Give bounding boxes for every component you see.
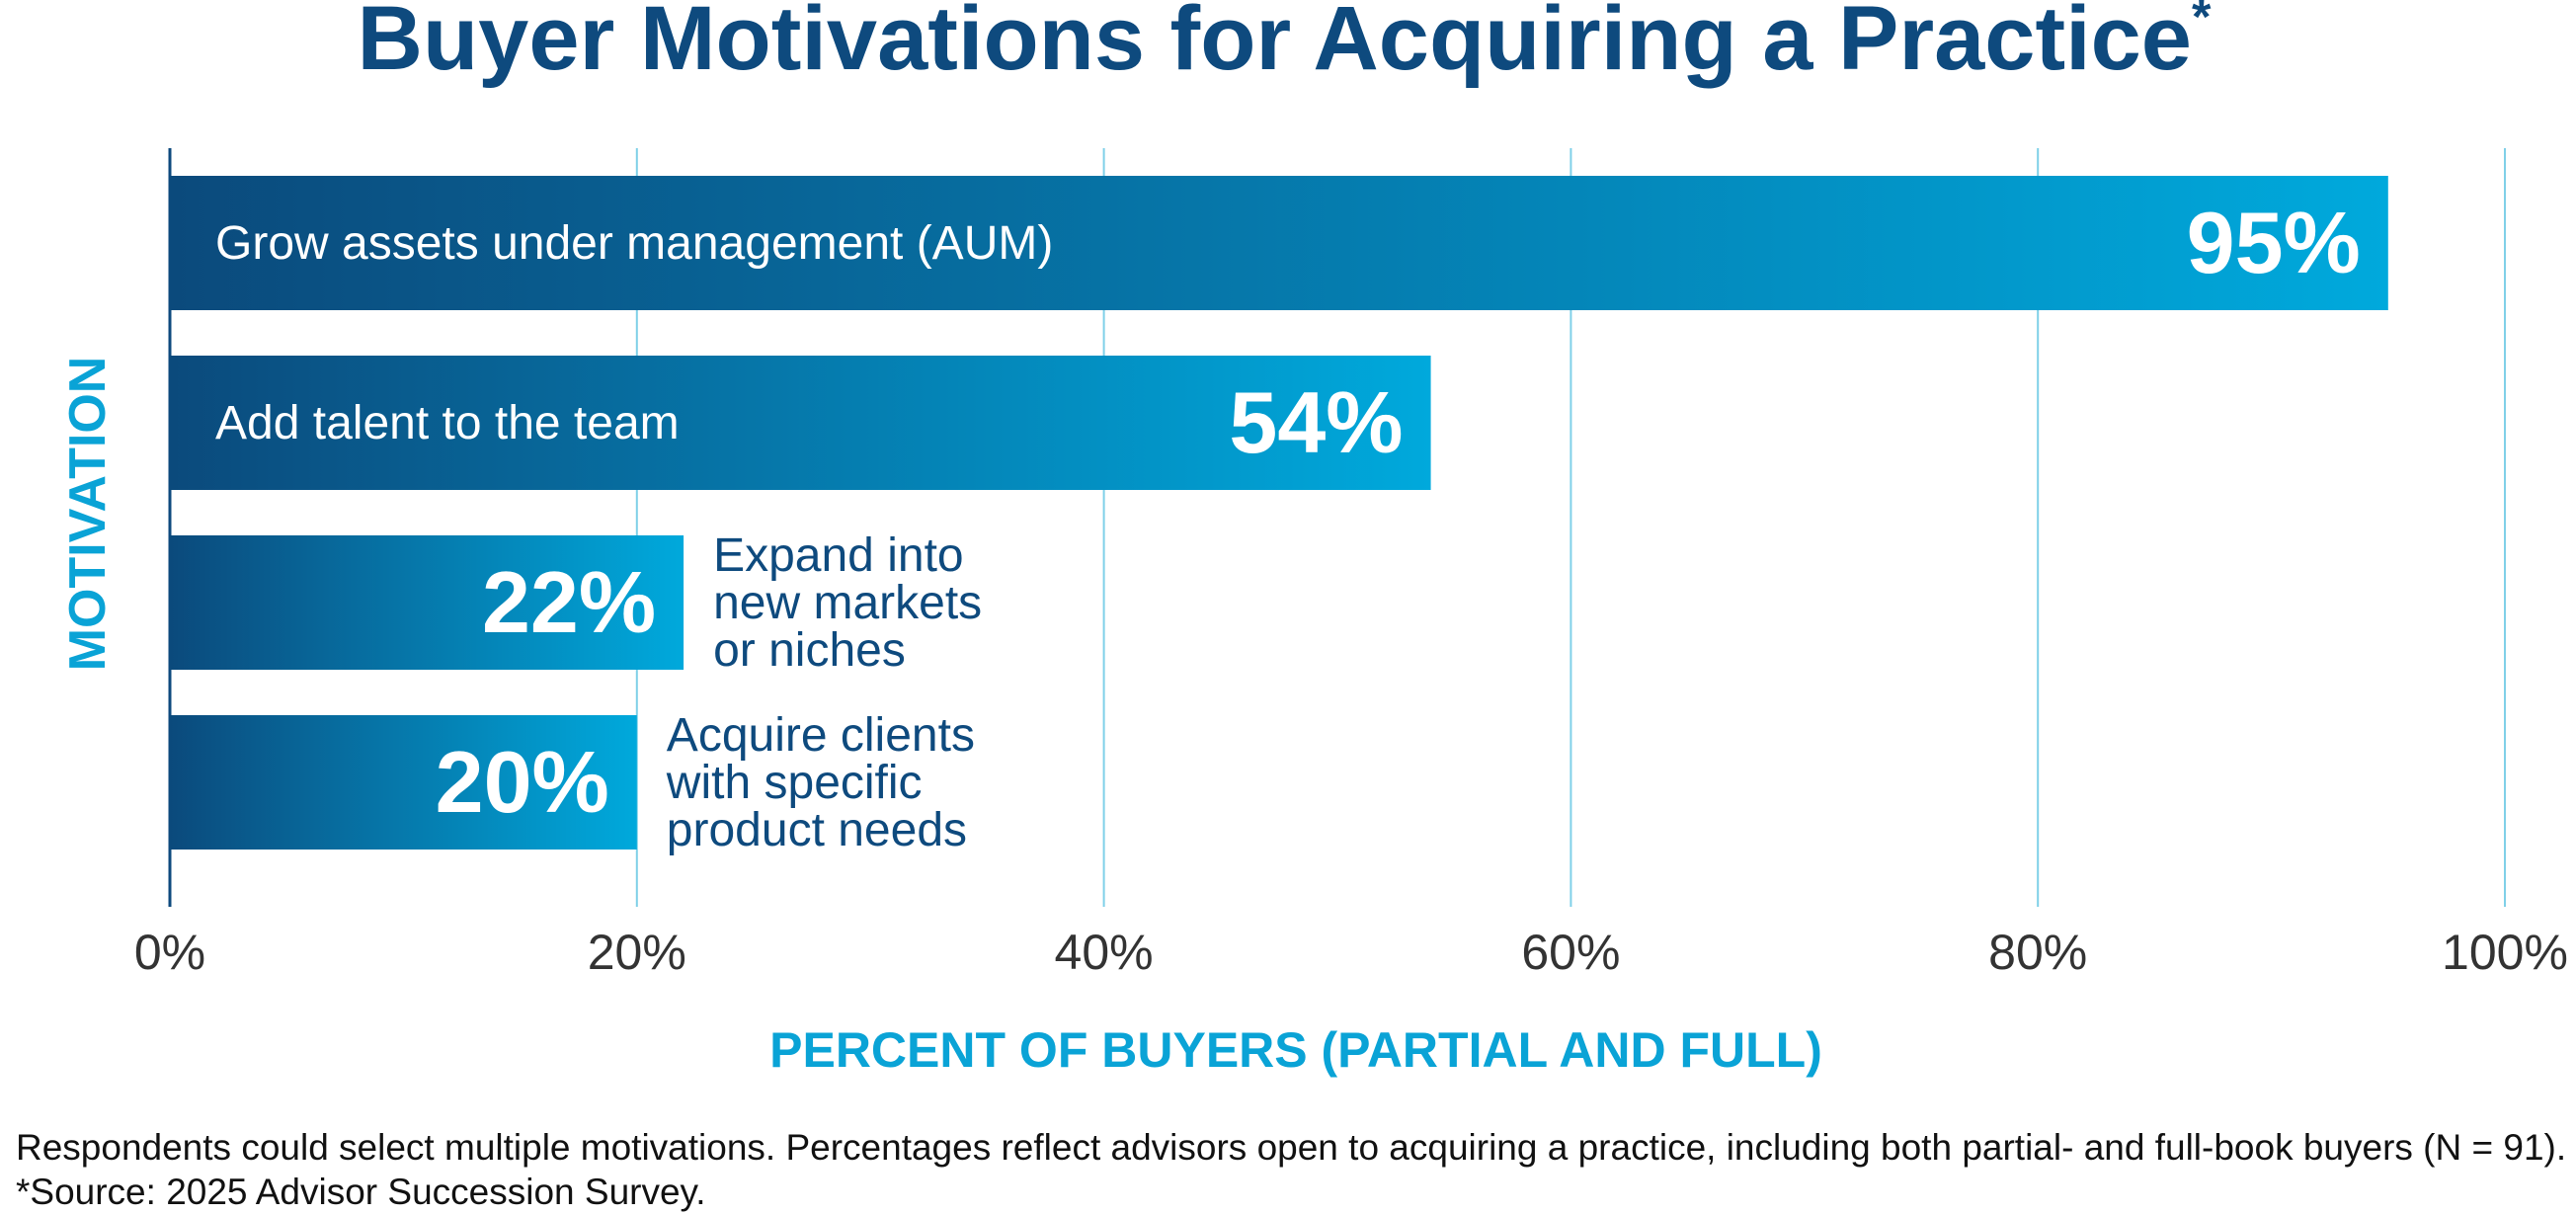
bar-category-label: Add talent to the team [215,397,680,449]
bar [170,176,2388,310]
bar-category-label: Expand into new markets or niches [713,529,982,677]
chart-title: Buyer Motivations for Acquiring a Practi… [358,0,2212,89]
bar-value-label: 22% [482,553,656,651]
bar-value-label: 20% [436,733,609,831]
chart-title-text: Buyer Motivations for Acquiring a Practi… [358,0,2192,89]
bar-value-label: 54% [1229,373,1403,471]
x-axis-title: PERCENT OF BUYERS (PARTIAL AND FULL) [769,1022,1822,1078]
bar-value-label: 95% [2187,194,2361,291]
bar-category-label: Grow assets under management (AUM) [215,217,1053,270]
x-tick-label: 80% [1988,925,2087,980]
footnote-source: *Source: 2025 Advisor Succession Survey. [16,1172,706,1212]
bar [170,356,1431,490]
footnote-methodology: Respondents could select multiple motiva… [16,1127,2567,1168]
chart-title-marker: * [2192,0,2212,44]
x-tick-label: 60% [1521,925,1620,980]
bars: 95% Grow assets under management (AUM) 54%… [170,176,2388,856]
x-tick-label: 100% [2442,925,2568,980]
bar-category-label: Acquire clients with specific product need… [666,709,975,856]
x-tick-label: 40% [1055,925,1154,980]
x-tick-label: 0% [134,925,205,980]
bar [170,535,684,670]
x-axis-ticks: 0% 20% 40% 60% 80% 100% [134,925,2568,980]
bar [170,715,637,850]
x-tick-label: 20% [588,925,686,980]
y-axis-title: MOTIVATION [59,357,117,672]
